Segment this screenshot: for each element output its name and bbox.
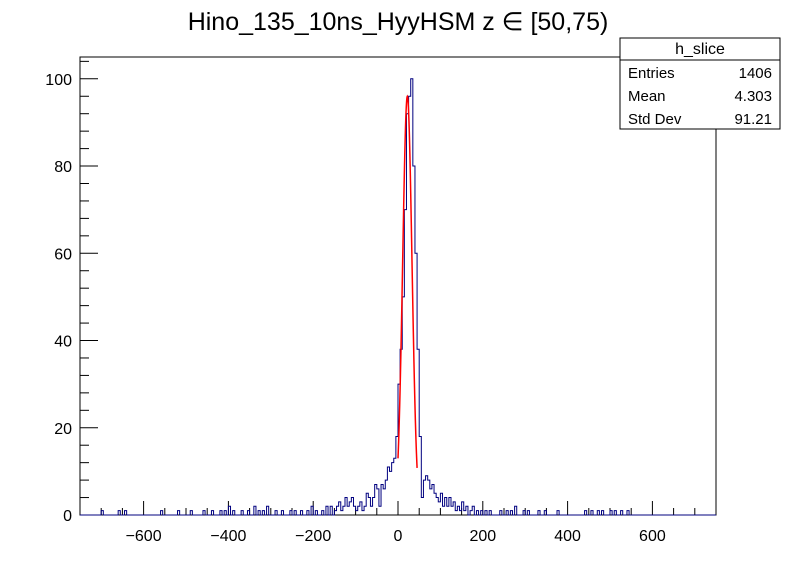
histogram-bin — [443, 506, 445, 515]
x-tick-label: −200 — [295, 528, 331, 545]
histogram-bin — [451, 506, 453, 515]
stats-box: h_slice Entries 1406 Mean 4.303 Std Dev … — [619, 37, 781, 130]
chart-title: Hino_135_10ns_HyyHSM z ∈ [50,75) — [188, 8, 609, 36]
fit-curve — [397, 94, 418, 468]
gaussian-fit — [397, 94, 418, 468]
histogram-bin — [394, 458, 396, 515]
histogram-bin — [347, 506, 349, 515]
x-tick-label: −600 — [126, 528, 162, 545]
histogram-bin — [341, 511, 343, 515]
stats-value-mean: 4.303 — [734, 88, 772, 105]
y-tick-label: 80 — [54, 159, 72, 176]
x-tick-label: 600 — [639, 528, 666, 545]
stats-box-frame — [619, 37, 781, 130]
x-tick-label: 0 — [394, 528, 403, 545]
y-tick-label: 0 — [63, 508, 72, 525]
y-tick-label: 60 — [54, 246, 72, 263]
histogram-bin — [426, 476, 428, 515]
stats-label-entries: Entries — [628, 65, 675, 82]
histogram-bin — [430, 489, 432, 515]
histogram-bin — [383, 489, 385, 515]
histogram-bin — [455, 511, 457, 515]
histogram-bin — [370, 506, 372, 515]
histogram-outline — [80, 78, 716, 516]
stats-box-title: h_slice — [675, 41, 725, 58]
y-tick-label: 20 — [54, 421, 72, 438]
y-tick-label: 100 — [45, 72, 72, 89]
y-tick-label: 40 — [54, 334, 72, 351]
histogram-bin — [421, 498, 423, 515]
histogram-bin — [379, 506, 381, 515]
axis-ticks: −600 −400 −200 0 200 400 600 0 20 40 60 80 100 — [45, 60, 717, 545]
x-tick-label: −400 — [210, 528, 246, 545]
stats-value-stddev: 91.21 — [734, 111, 772, 128]
histogram-bin — [464, 511, 466, 515]
histogram-bin — [447, 506, 449, 515]
histogram-bin — [390, 471, 392, 515]
histogram-bin — [362, 511, 364, 515]
stats-value-entries: 1406 — [739, 65, 772, 82]
x-tick-label: 400 — [554, 528, 581, 545]
histogram-series — [80, 78, 716, 516]
x-tick-label: 200 — [469, 528, 496, 545]
stats-label-stddev: Std Dev — [628, 111, 682, 128]
stats-label-mean: Mean — [628, 88, 666, 105]
